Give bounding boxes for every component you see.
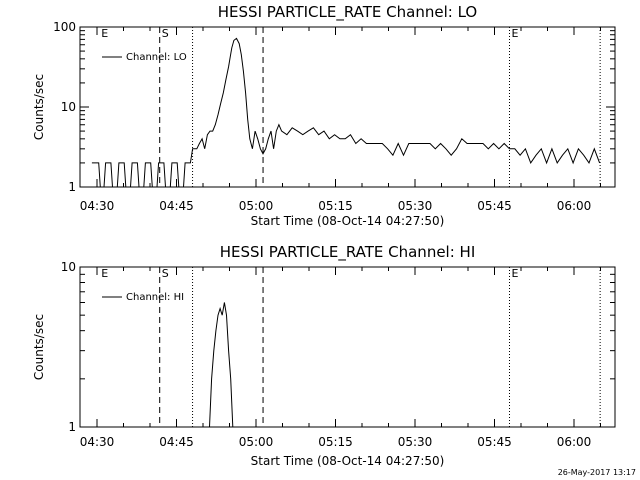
x-tick-label: 05:45 bbox=[477, 199, 512, 213]
y-axis-label: Counts/sec bbox=[32, 74, 46, 140]
event-marker-label: S bbox=[162, 27, 169, 40]
timestamp-stamp: 26-May-2017 13:17 bbox=[558, 468, 636, 477]
series-line bbox=[91, 37, 601, 188]
event-marker-label: S bbox=[162, 267, 169, 280]
plot-frame bbox=[79, 266, 616, 428]
event-marker-label: E bbox=[101, 267, 108, 280]
x-tick-label: 05:15 bbox=[318, 435, 353, 449]
x-tick-label: 05:30 bbox=[398, 199, 433, 213]
y-tick-label: 1 bbox=[68, 420, 76, 434]
chart-title: HESSI PARTICLE_RATE Channel: LO bbox=[218, 3, 477, 22]
x-tick-label: 04:45 bbox=[159, 199, 194, 213]
x-tick-label: 05:00 bbox=[239, 199, 274, 213]
x-axis-label: Start Time (08-Oct-14 04:27:50) bbox=[251, 454, 445, 468]
y-tick-label: 1 bbox=[68, 180, 76, 194]
event-marker-label: E bbox=[511, 27, 518, 40]
x-tick-label: 06:00 bbox=[557, 199, 592, 213]
event-marker-label: E bbox=[511, 267, 518, 280]
chart-title: HESSI PARTICLE_RATE Channel: HI bbox=[220, 243, 476, 262]
y-tick-label: 10 bbox=[61, 260, 76, 274]
x-tick-label: 04:30 bbox=[80, 199, 115, 213]
legend-label: Channel: HI bbox=[126, 292, 184, 303]
x-tick-label: 05:15 bbox=[318, 199, 353, 213]
x-tick-label: 06:00 bbox=[557, 435, 592, 449]
y-tick-label: 10 bbox=[61, 100, 76, 114]
x-tick-label: 04:45 bbox=[159, 435, 194, 449]
series-line bbox=[209, 302, 234, 428]
y-tick-label: 100 bbox=[53, 20, 76, 34]
plot-panel-1: HESSI PARTICLE_RATE Channel: LO Counts/se… bbox=[32, 3, 616, 228]
event-marker-label: E bbox=[101, 27, 108, 40]
x-tick-label: 05:00 bbox=[239, 435, 274, 449]
x-axis-label: Start Time (08-Oct-14 04:27:50) bbox=[251, 214, 445, 228]
x-tick-label: 05:45 bbox=[477, 435, 512, 449]
legend-label: Channel: LO bbox=[126, 52, 187, 63]
y-axis-label: Counts/sec bbox=[32, 314, 46, 380]
plot-panel-2: HESSI PARTICLE_RATE Channel: HI Counts/se… bbox=[32, 243, 616, 468]
x-tick-label: 05:30 bbox=[398, 435, 433, 449]
x-tick-label: 04:30 bbox=[80, 435, 115, 449]
